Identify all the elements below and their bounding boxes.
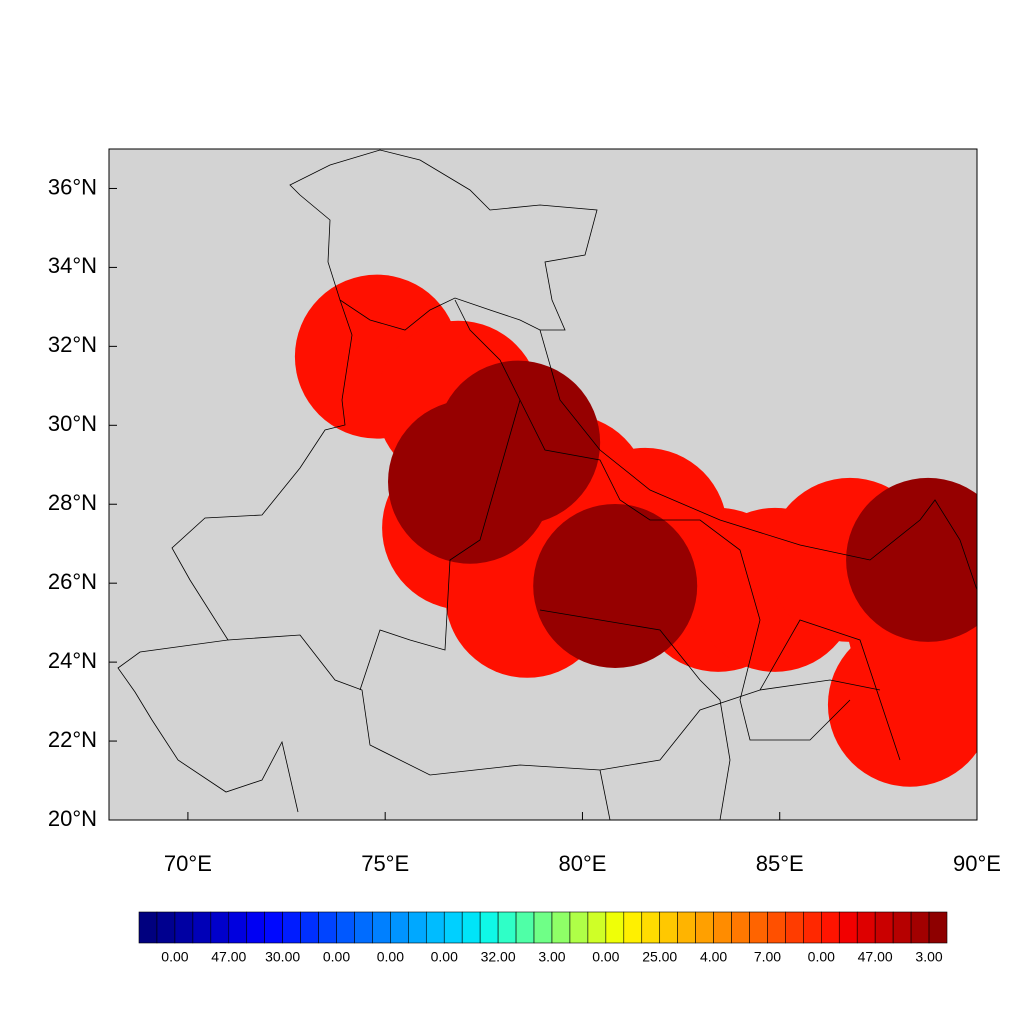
colorbar-box: [408, 911, 427, 944]
x-tick-label: 70°E: [164, 851, 212, 876]
colorbar-label: 4.00: [700, 949, 727, 965]
data-circle: [827, 622, 977, 787]
colorbar-box: [713, 911, 732, 944]
colorbar-box: [695, 911, 714, 944]
colorbar-label: 7.00: [754, 949, 781, 965]
colorbar-label: 0.00: [377, 949, 404, 965]
colorbar-box: [497, 911, 517, 944]
colorbar-box: [623, 911, 643, 944]
data-circle: [533, 503, 698, 668]
colorbar-box: [803, 911, 822, 944]
colorbar-box: [192, 911, 212, 944]
x-tick-label: 90°E: [953, 851, 1001, 876]
data-circle: [846, 477, 977, 642]
colorbar-box: [838, 911, 858, 944]
colorbar-label: 0.00: [161, 949, 188, 965]
colorbar-label: 0.00: [808, 949, 835, 965]
colorbar-box: [246, 911, 265, 944]
colorbar-box: [910, 911, 930, 944]
y-tick-label: 36°N: [48, 174, 97, 199]
country-border: [117, 299, 353, 813]
colorbar-box: [156, 911, 176, 944]
colorbar-box: [677, 911, 696, 944]
colorbar-label: 25.00: [642, 949, 677, 965]
colorbar-box: [425, 911, 445, 944]
colorbar-box: [461, 911, 481, 944]
y-tick-label: 20°N: [48, 806, 97, 831]
y-tick-label: 30°N: [48, 411, 97, 436]
colorbar-label: 47.00: [858, 949, 893, 965]
y-tick-label: 28°N: [48, 490, 97, 515]
colorbar-box: [138, 911, 158, 944]
colorbar-box: [892, 911, 912, 944]
borders: [117, 149, 977, 820]
data-circle: [388, 399, 553, 564]
colorbar-label: 32.00: [481, 949, 516, 965]
colorbar-label: 30.00: [265, 949, 300, 965]
state-border: [519, 399, 851, 741]
colorbar-box: [731, 911, 750, 944]
colorbar-box: [659, 911, 678, 944]
y-tick-label: 32°N: [48, 332, 97, 357]
colorbar-label: 0.00: [592, 949, 619, 965]
y-tick-label: 22°N: [48, 727, 97, 752]
colorbar-box: [767, 911, 786, 944]
country-border: [539, 329, 977, 591]
x-tick-label: 85°E: [756, 851, 804, 876]
colorbar-box: [300, 911, 319, 944]
colorbar-label: 3.00: [538, 949, 565, 965]
colorbar-box: [479, 911, 499, 944]
colorbar-box: [928, 911, 948, 944]
plot-frame: [108, 148, 978, 821]
colorbar-box: [569, 911, 589, 944]
x-tick-label: 75°E: [361, 851, 409, 876]
colorbar-box: [605, 911, 625, 944]
colorbar-box: [856, 911, 876, 944]
colorbar-box: [228, 911, 248, 944]
colorbar-box: [443, 911, 463, 944]
colorbar-box: [821, 911, 840, 944]
colorbar-box: [533, 911, 553, 944]
colorbar-box: [641, 911, 661, 944]
colorbar-label: 0.00: [323, 949, 350, 965]
circle-layer: [294, 274, 977, 787]
colorbar-label: 47.00: [211, 949, 246, 965]
colorbar-box: [515, 911, 535, 944]
y-tick-label: 24°N: [48, 648, 97, 673]
colorbar-box: [318, 911, 337, 944]
colorbar-box: [282, 911, 301, 944]
colorbar-box: [174, 911, 194, 944]
x-tick-label: 80°E: [558, 851, 606, 876]
colorbar-box: [874, 911, 894, 944]
colorbar-box: [785, 911, 804, 944]
colorbar-label: 3.00: [915, 949, 942, 965]
colorbar-box: [749, 911, 768, 944]
country-border: [289, 149, 598, 331]
colorbar-box: [210, 911, 230, 944]
colorbar-box: [336, 911, 355, 944]
y-tick-label: 26°N: [48, 569, 97, 594]
colorbar-label: 0.00: [431, 949, 458, 965]
state-border: [599, 619, 901, 820]
colorbar-box: [390, 911, 409, 944]
colorbar-box: [354, 911, 373, 944]
state-border: [539, 609, 731, 820]
colorbar-box: [551, 911, 571, 944]
colorbar-box: [587, 911, 607, 944]
colorbar-box: [264, 911, 283, 944]
colorbar: 0.00 47.00 30.00 0.00 0.00 0.00 32.00 3.00 0.00 2…: [138, 911, 948, 965]
state-border: [359, 299, 521, 691]
colorbar-box: [372, 911, 391, 944]
y-tick-label: 34°N: [48, 253, 97, 278]
axes: 70°E 75°E 80°E 85°E 90°E 20°N 22°N 24°N 26°N 28°N…: [48, 174, 1001, 876]
